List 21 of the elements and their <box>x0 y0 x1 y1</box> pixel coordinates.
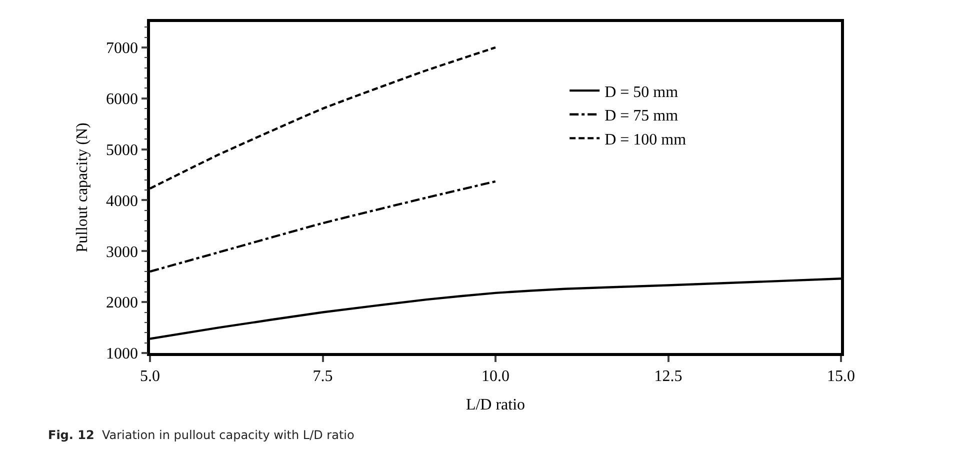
y-tick-label: 1000 <box>106 346 138 363</box>
y-tick-label: 7000 <box>106 40 138 58</box>
y-tick-label: 3000 <box>106 244 138 261</box>
legend-label: D = 100 mm <box>604 131 687 148</box>
y-axis-title: Pullout capacity (N) <box>74 122 91 252</box>
caption: Fig. 12 Variation in pullout capacity with L/D ratio <box>48 428 354 442</box>
legend-label: D = 75 mm <box>604 108 679 125</box>
line-series <box>150 180 497 273</box>
x-tick-label: 10.0 <box>482 368 510 385</box>
y-tick-label: 6000 <box>106 90 138 108</box>
x-tick-label: 12.5 <box>654 368 682 385</box>
y-tick-label: 2000 <box>106 294 138 312</box>
x-tick-label: 5.0 <box>140 368 160 385</box>
legend-label: D = 50 mm <box>604 84 679 101</box>
x-tick-label: 7.5 <box>312 368 333 385</box>
y-tick-label: 5000 <box>106 142 138 159</box>
x-tick-label: 15.0 <box>827 368 855 385</box>
x-axis-title: L/D ratio <box>466 396 526 414</box>
line-series <box>150 46 497 190</box>
y-tick-label: 4000 <box>106 192 138 210</box>
line-series <box>150 278 841 340</box>
